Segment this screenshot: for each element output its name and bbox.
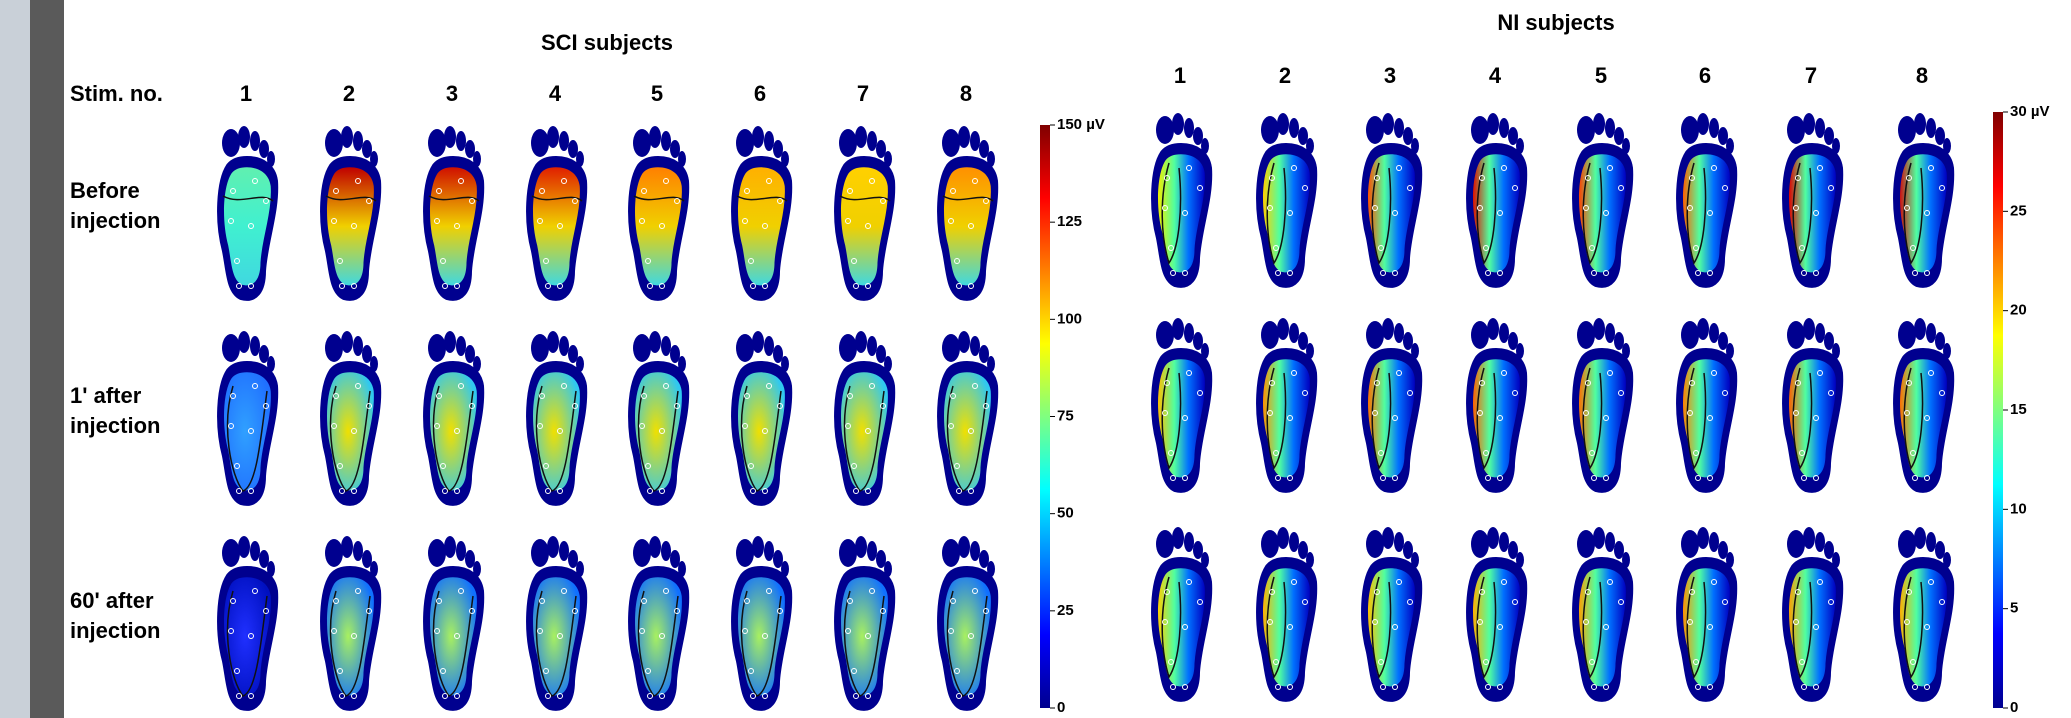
colorbar [1040, 125, 1050, 708]
foot [426, 126, 481, 298]
foot [940, 536, 995, 708]
foot-maps [220, 113, 1951, 708]
tick-label: 15 [2010, 401, 2027, 418]
tick-label: 20 [2010, 302, 2027, 319]
foot [1679, 113, 1734, 285]
foot [220, 126, 275, 298]
foot [1469, 113, 1524, 285]
foot [529, 331, 584, 503]
foot [734, 126, 789, 298]
tick-label: 0 [2010, 699, 2018, 716]
foot [1469, 527, 1524, 699]
foot [1364, 318, 1419, 490]
stim-number: 8 [1916, 63, 1928, 88]
foot [1154, 527, 1209, 699]
tick-label: 0 [1057, 699, 1065, 716]
foot [529, 126, 584, 298]
panel-title: NI subjects [1497, 10, 1614, 35]
tick-label: 50 [1057, 505, 1074, 522]
foot [220, 536, 275, 708]
foot [734, 536, 789, 708]
foot [837, 126, 892, 298]
foot [220, 331, 275, 503]
tick-label: 30 µV [2010, 103, 2050, 120]
foot [1785, 318, 1840, 490]
stim-number: 1 [1174, 63, 1186, 88]
stim-label: Stim. no. [70, 81, 163, 106]
foot [323, 536, 378, 708]
row-label: injection [70, 208, 160, 233]
stim-number: 1 [240, 81, 252, 106]
foot [631, 126, 686, 298]
foot [837, 536, 892, 708]
foot [631, 536, 686, 708]
foot [1259, 527, 1314, 699]
tick-label: 150 µV [1057, 116, 1105, 133]
stim-number: 3 [1384, 63, 1396, 88]
foot [940, 331, 995, 503]
foot [323, 331, 378, 503]
foot [1896, 527, 1951, 699]
foot [1575, 527, 1630, 699]
colorbar [1993, 112, 2003, 708]
foot [1679, 318, 1734, 490]
stim-number: 6 [1699, 63, 1711, 88]
stim-number: 4 [1489, 63, 1502, 88]
stim-number: 6 [754, 81, 766, 106]
row-label: Before [70, 178, 140, 203]
foot [1575, 318, 1630, 490]
panel-title: SCI subjects [541, 30, 673, 55]
foot [631, 331, 686, 503]
row-label: 1' after [70, 383, 142, 408]
tick-label: 25 [2010, 202, 2027, 219]
foot [1259, 113, 1314, 285]
stim-number: 2 [343, 81, 355, 106]
tick-label: 100 [1057, 310, 1082, 327]
stim-number: 4 [549, 81, 562, 106]
tick-label: 75 [1057, 407, 1074, 424]
row-label: injection [70, 413, 160, 438]
foot [734, 331, 789, 503]
side-strip [0, 0, 30, 718]
stim-number: 8 [960, 81, 972, 106]
stim-number: 7 [1805, 63, 1817, 88]
stim-number: 5 [651, 81, 663, 106]
tick-label: 10 [2010, 500, 2027, 517]
foot [1259, 318, 1314, 490]
stim-number: 7 [857, 81, 869, 106]
row-label: 60' after [70, 588, 154, 613]
foot [426, 331, 481, 503]
foot [1364, 527, 1419, 699]
foot [1364, 113, 1419, 285]
foot [1785, 527, 1840, 699]
tick-label: 125 [1057, 213, 1082, 230]
foot [1679, 527, 1734, 699]
foot [1154, 113, 1209, 285]
stim-number: 2 [1279, 63, 1291, 88]
stim-number: 3 [446, 81, 458, 106]
side-band [30, 0, 64, 718]
tick-label: 5 [2010, 600, 2018, 617]
foot [1154, 318, 1209, 490]
foot [1785, 113, 1840, 285]
foot [529, 536, 584, 708]
foot [1575, 113, 1630, 285]
tick-label: 25 [1057, 602, 1074, 619]
foot [1896, 318, 1951, 490]
foot [940, 126, 995, 298]
foot [1896, 113, 1951, 285]
figure: SCI subjects Stim. no. NI subjects 1 2 3 4 5… [0, 0, 2071, 718]
foot [837, 331, 892, 503]
foot [1469, 318, 1524, 490]
foot [426, 536, 481, 708]
row-label: injection [70, 618, 160, 643]
stim-number: 5 [1595, 63, 1607, 88]
foot [323, 126, 378, 298]
